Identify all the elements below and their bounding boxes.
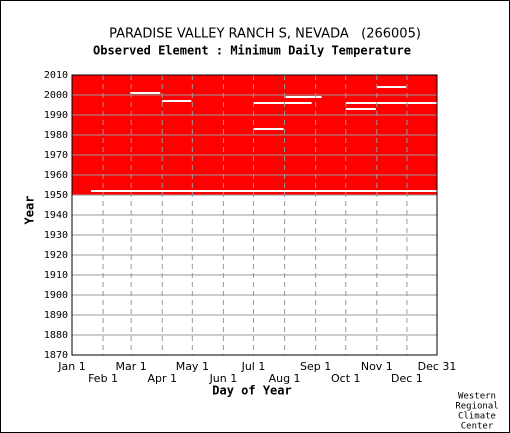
x-tick-label: Sep 1 — [300, 360, 331, 373]
y-tick-label: 2000 — [44, 90, 68, 101]
missing-gap — [91, 190, 438, 192]
x-tick-label: Nov 1 — [361, 360, 393, 373]
x-axis-label: Day of Year — [212, 384, 291, 398]
missing-gap — [376, 86, 406, 88]
y-tick-label: 1920 — [44, 250, 68, 261]
missing-gap — [162, 100, 192, 102]
x-tick-label: Dec 31 — [418, 360, 457, 373]
y-tick-label: 1950 — [44, 190, 68, 201]
x-tick-label: Oct 1 — [331, 372, 361, 385]
x-tick-label: Dec 1 — [391, 372, 423, 385]
y-tick-label: 1930 — [44, 230, 68, 241]
missing-gap — [285, 96, 322, 98]
x-tick-label: Mar 1 — [116, 360, 147, 373]
plot-border — [71, 74, 438, 356]
credit-line: Regional — [455, 402, 498, 412]
x-tick-label: Jul 1 — [241, 360, 266, 373]
y-tick-label: 1940 — [44, 210, 68, 221]
x-tick-label: Jan 1 — [57, 360, 85, 373]
y-tick-label: 1890 — [44, 310, 68, 321]
missing-gap — [345, 108, 376, 110]
y-tick-label: 1870 — [44, 350, 68, 361]
x-tick-label: Apr 1 — [147, 372, 177, 385]
y-tick-label: 1990 — [44, 110, 68, 121]
x-tick-label: Aug 1 — [269, 372, 301, 385]
x-tick-label: Jun 1 — [209, 372, 238, 385]
credit-line: Western — [458, 392, 496, 402]
y-axis-label: Year — [23, 196, 37, 225]
y-tick-label: 1970 — [44, 150, 68, 161]
missing-gap — [253, 102, 312, 104]
y-tick-label: 1980 — [44, 130, 68, 141]
missing-gap — [253, 128, 284, 130]
x-tick-label: May 1 — [176, 360, 209, 373]
x-tick-label: Feb 1 — [88, 372, 118, 385]
chart-subtitle: Observed Element : Minimum Daily Tempera… — [93, 44, 411, 58]
credit-line: Center — [461, 422, 494, 432]
missing-gap — [130, 92, 161, 94]
chart-title: PARADISE VALLEY RANCH S, NEVADA (266005) — [109, 27, 421, 42]
y-tick-label: 1910 — [44, 270, 68, 281]
y-tick-label: 1900 — [44, 290, 68, 301]
y-tick-label: 1880 — [44, 330, 68, 341]
y-tick-label: 2010 — [44, 70, 68, 81]
missing-gap — [345, 102, 437, 104]
y-tick-label: 1960 — [44, 170, 68, 181]
credit-line: Climate — [458, 412, 496, 422]
